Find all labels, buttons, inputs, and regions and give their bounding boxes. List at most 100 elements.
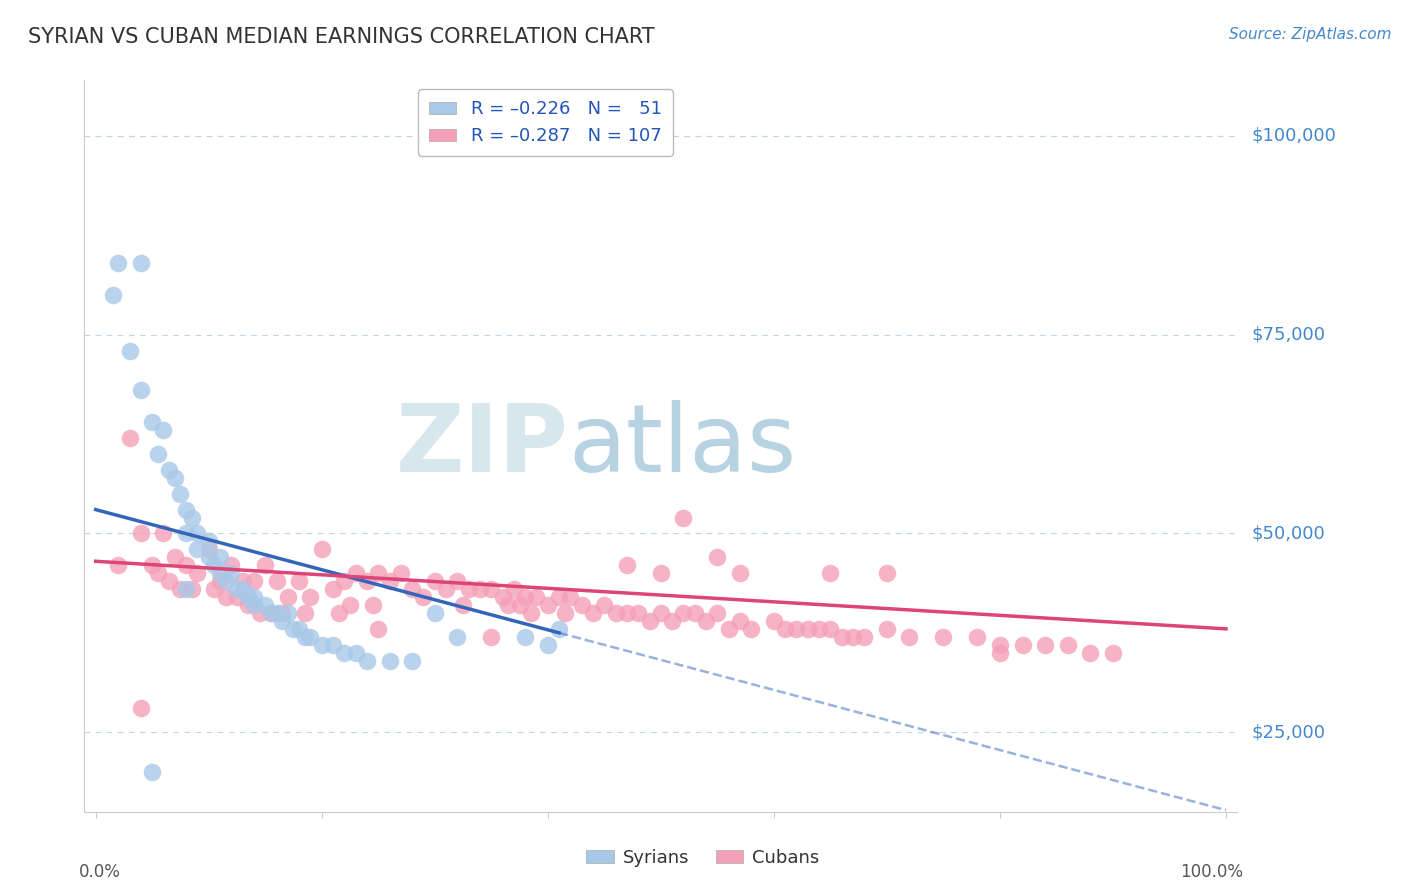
Point — [820, 566, 842, 581]
Point — [773, 622, 796, 636]
Point — [118, 431, 141, 445]
Point — [226, 590, 249, 604]
Point — [560, 590, 582, 604]
Point — [344, 566, 367, 581]
Text: $25,000: $25,000 — [1251, 723, 1326, 741]
Point — [706, 606, 728, 620]
Point — [157, 463, 180, 477]
Point — [129, 701, 152, 715]
Point — [389, 566, 412, 581]
Point — [616, 606, 638, 620]
Point — [361, 598, 384, 612]
Point — [627, 606, 650, 620]
Point — [129, 526, 152, 541]
Point — [202, 582, 225, 596]
Point — [785, 622, 807, 636]
Point — [820, 622, 842, 636]
Point — [842, 630, 865, 644]
Point — [446, 574, 468, 589]
Point — [169, 582, 191, 596]
Point — [311, 542, 333, 557]
Point — [1033, 638, 1056, 652]
Point — [214, 590, 236, 604]
Text: $75,000: $75,000 — [1251, 326, 1326, 343]
Point — [672, 510, 695, 524]
Point — [243, 574, 266, 589]
Point — [1102, 646, 1125, 660]
Point — [174, 558, 197, 573]
Point — [186, 526, 208, 541]
Point — [101, 288, 124, 302]
Point — [288, 574, 311, 589]
Point — [423, 606, 446, 620]
Legend: R = –0.226   N =   51, R = –0.287   N = 107: R = –0.226 N = 51, R = –0.287 N = 107 — [419, 89, 672, 156]
Point — [299, 630, 322, 644]
Point — [129, 384, 152, 398]
Point — [582, 606, 605, 620]
Point — [378, 574, 401, 589]
Point — [186, 566, 208, 581]
Point — [146, 447, 169, 461]
Point — [672, 606, 695, 620]
Point — [548, 622, 571, 636]
Point — [515, 630, 537, 644]
Point — [356, 654, 378, 668]
Point — [129, 256, 152, 270]
Point — [271, 614, 294, 628]
Point — [509, 598, 531, 612]
Point — [537, 638, 560, 652]
Point — [966, 630, 988, 644]
Point — [808, 622, 831, 636]
Point — [214, 574, 236, 589]
Point — [180, 582, 202, 596]
Point — [152, 526, 174, 541]
Point — [593, 598, 616, 612]
Point — [163, 471, 186, 485]
Point — [208, 574, 231, 589]
Point — [762, 614, 785, 628]
Point — [260, 606, 283, 620]
Point — [299, 590, 322, 604]
Point — [180, 510, 202, 524]
Point — [706, 550, 728, 565]
Point — [650, 606, 672, 620]
Point — [238, 590, 260, 604]
Point — [254, 598, 277, 612]
Point — [311, 638, 333, 652]
Point — [277, 606, 299, 620]
Point — [1056, 638, 1078, 652]
Point — [650, 566, 672, 581]
Text: Source: ZipAtlas.com: Source: ZipAtlas.com — [1229, 27, 1392, 42]
Point — [548, 590, 571, 604]
Point — [401, 582, 423, 596]
Text: 100.0%: 100.0% — [1180, 863, 1243, 881]
Point — [616, 558, 638, 573]
Point — [163, 550, 186, 565]
Point — [932, 630, 955, 644]
Point — [322, 638, 344, 652]
Point — [728, 566, 751, 581]
Point — [515, 590, 537, 604]
Point — [457, 582, 479, 596]
Point — [367, 622, 389, 636]
Point — [537, 598, 560, 612]
Point — [277, 590, 299, 604]
Point — [186, 542, 208, 557]
Point — [118, 343, 141, 358]
Point — [283, 622, 305, 636]
Point — [157, 574, 180, 589]
Point — [831, 630, 853, 644]
Point — [479, 630, 502, 644]
Point — [271, 606, 294, 620]
Point — [288, 622, 311, 636]
Point — [717, 622, 740, 636]
Point — [197, 534, 219, 549]
Point — [853, 630, 876, 644]
Text: 0.0%: 0.0% — [79, 863, 121, 881]
Point — [526, 590, 548, 604]
Point — [740, 622, 762, 636]
Point — [294, 630, 316, 644]
Point — [174, 526, 197, 541]
Point — [356, 574, 378, 589]
Point — [141, 415, 163, 429]
